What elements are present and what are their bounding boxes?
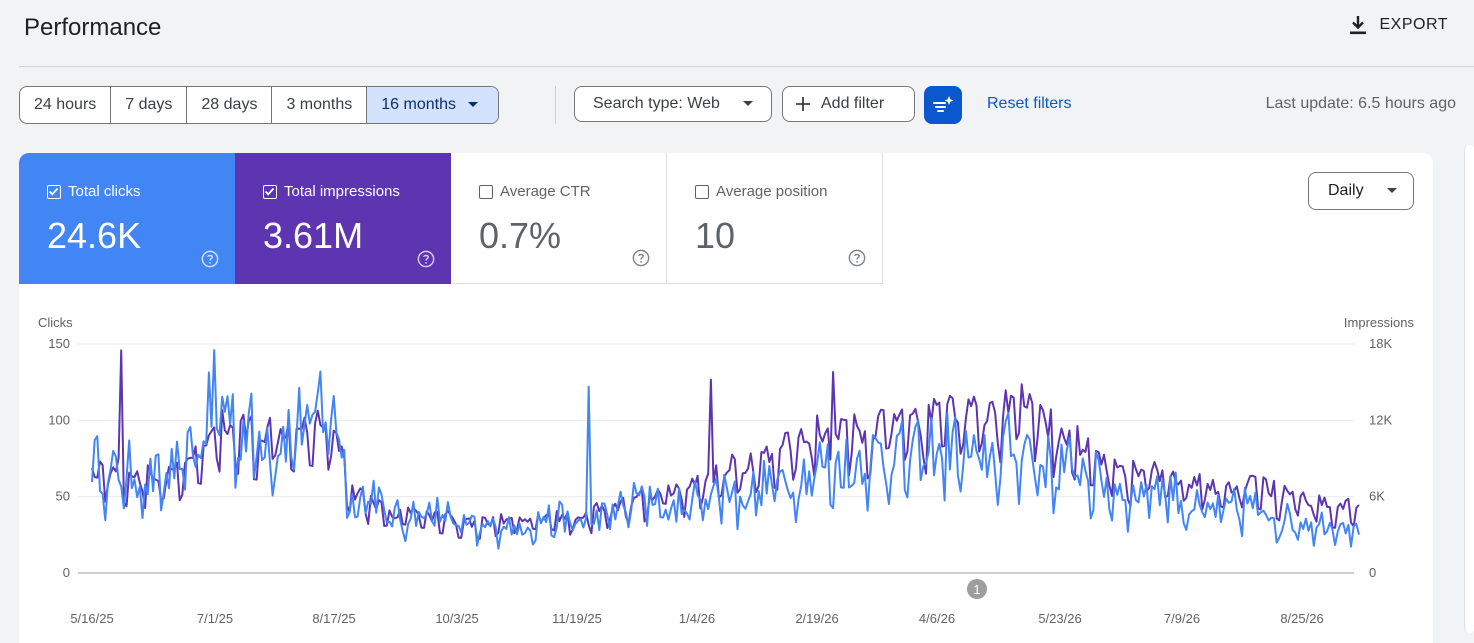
help-icon[interactable]	[201, 250, 219, 268]
metric-position-header: Average position	[695, 183, 827, 200]
x-axis-tick: 4/6/26	[919, 611, 955, 626]
metric-ctr-header: Average CTR	[479, 183, 591, 200]
metric-position-label: Average position	[716, 183, 828, 200]
right-axis-ticks: 0 6K 12K 18K	[1369, 336, 1392, 580]
dropdown-arrow-icon	[743, 101, 753, 106]
metric-ctr-value: 0.7%	[479, 215, 562, 256]
help-icon[interactable]	[848, 249, 866, 267]
left-axis-tick: 0	[63, 565, 70, 580]
right-axis-tick: 0	[1369, 565, 1376, 580]
checkbox-checked-icon[interactable]	[47, 184, 61, 199]
range-3-months[interactable]: 3 months	[272, 87, 368, 123]
checkbox-unchecked-icon[interactable]	[479, 184, 493, 199]
filter-toolbar: 24 hours 7 days 28 days 3 months 16 mont…	[19, 86, 1459, 124]
x-axis-tick: 7/1/25	[197, 611, 233, 626]
range-24-hours[interactable]: 24 hours	[20, 87, 112, 123]
x-axis-tick: 8/25/26	[1280, 611, 1323, 626]
metric-average-ctr[interactable]: Average CTR 0.7%	[451, 153, 667, 284]
toolbar-divider	[555, 86, 556, 124]
header-divider	[19, 66, 1474, 67]
annotation-label: 1	[973, 582, 980, 597]
metric-clicks-header: Total clicks	[47, 183, 141, 200]
granularity-dropdown[interactable]: Daily	[1308, 172, 1414, 210]
x-axis-tick: 8/17/25	[312, 611, 355, 626]
metric-impressions-label: Total impressions	[284, 183, 400, 200]
left-axis-tick: 100	[48, 412, 70, 427]
page-header: Performance EXPORT	[0, 0, 1474, 66]
add-filter-button[interactable]: Add filter	[782, 86, 915, 122]
metric-impressions-value: 3.61M	[263, 215, 364, 256]
export-label: EXPORT	[1379, 16, 1448, 33]
right-axis-tick: 12K	[1369, 412, 1392, 427]
checkbox-checked-icon[interactable]	[263, 184, 277, 199]
help-icon[interactable]	[417, 250, 435, 268]
range-16-months[interactable]: 16 months	[367, 87, 498, 123]
reset-filters-link[interactable]: Reset filters	[987, 95, 1072, 112]
range-28-days[interactable]: 28 days	[187, 87, 273, 123]
chart-gridlines	[78, 343, 1354, 574]
right-axis-label: Impressions	[1344, 315, 1415, 330]
last-update-text: Last update: 6.5 hours ago	[1265, 95, 1456, 112]
page-title: Performance	[24, 14, 162, 41]
metric-average-position[interactable]: Average position 10	[667, 153, 883, 284]
left-axis-label: Clicks	[38, 315, 73, 330]
search-type-label: Search type: Web	[593, 95, 720, 112]
x-axis-ticks: 5/16/25 7/1/25 8/17/25 10/3/25 11/19/25 1/4/2…	[70, 611, 1323, 626]
metric-total-clicks[interactable]: Total clicks 24.6K	[19, 153, 235, 284]
help-icon[interactable]	[632, 249, 650, 267]
right-axis-tick: 18K	[1369, 336, 1392, 351]
metric-clicks-value: 24.6K	[47, 215, 142, 256]
performance-chart: Clicks Impressions 0 50 100 150 0 6K 12K 18K 5…	[38, 315, 1415, 626]
granularity-label: Daily	[1328, 182, 1364, 199]
x-axis-tick: 1/4/26	[679, 611, 715, 626]
left-axis-tick: 50	[56, 489, 70, 504]
metric-ctr-label: Average CTR	[500, 183, 591, 200]
metric-total-impressions[interactable]: Total impressions 3.61M	[235, 153, 451, 284]
scrollbar-thumb[interactable]	[1464, 145, 1474, 633]
search-type-dropdown[interactable]: Search type: Web	[574, 86, 772, 122]
export-button[interactable]: EXPORT	[1348, 14, 1449, 36]
sparkle-filter-icon	[933, 96, 954, 112]
date-range-selector: 24 hours 7 days 28 days 3 months 16 mont…	[19, 86, 499, 124]
metric-impressions-header: Total impressions	[263, 183, 400, 200]
range-16-months-label: 16 months	[381, 96, 456, 113]
range-7-days[interactable]: 7 days	[111, 87, 188, 123]
checkbox-unchecked-icon[interactable]	[695, 184, 709, 199]
x-axis-tick: 7/9/26	[1164, 611, 1200, 626]
series-line-clicks	[91, 349, 1360, 550]
x-axis-tick: 11/19/25	[552, 611, 602, 626]
x-axis-tick: 2/19/26	[795, 611, 838, 626]
add-filter-label: Add filter	[821, 95, 885, 112]
performance-card: Total clicks 24.6K Total impressions 3.6…	[19, 153, 1433, 643]
x-axis-tick: 5/16/25	[70, 611, 113, 626]
download-icon	[1349, 16, 1366, 35]
ai-filter-button[interactable]	[924, 86, 962, 124]
metric-clicks-label: Total clicks	[68, 183, 141, 200]
plus-icon	[796, 97, 810, 111]
left-axis-ticks: 0 50 100 150	[48, 336, 70, 580]
left-axis-tick: 150	[48, 336, 70, 351]
x-axis-tick: 5/23/26	[1038, 611, 1081, 626]
dropdown-arrow-icon	[1387, 188, 1397, 193]
dropdown-arrow-icon	[467, 102, 478, 107]
right-axis-tick: 6K	[1369, 489, 1385, 504]
chart-annotation[interactable]: 1	[967, 579, 987, 599]
x-axis-tick: 10/3/25	[435, 611, 478, 626]
metric-position-value: 10	[695, 215, 736, 256]
